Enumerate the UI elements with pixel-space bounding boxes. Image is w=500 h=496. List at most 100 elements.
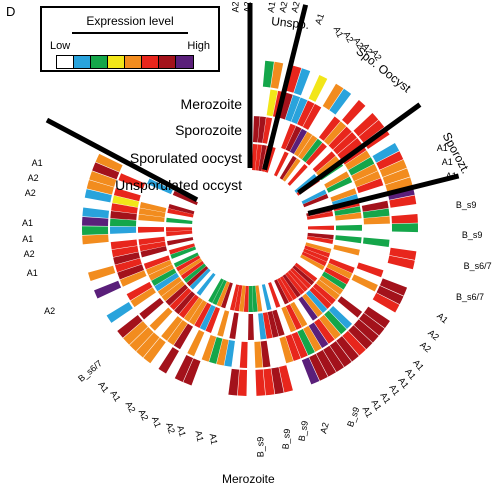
legend-swatch [57,56,74,68]
heatmap-cell [351,274,378,292]
heatmap-cell [117,315,143,338]
heatmap-cell [379,278,408,296]
heatmap-cell [305,142,327,166]
heatmap-cell [158,347,179,374]
heatmap-cell [178,258,203,276]
heatmap-cell [308,75,328,102]
heatmap-cell [243,285,249,312]
sample-label: A1 [445,171,457,182]
heatmap-cell [167,237,194,246]
heatmap-cell [252,285,258,312]
heatmap-cell [109,226,137,234]
heatmap-cell [335,235,362,244]
legend-title: Expression level [86,14,174,28]
heatmap-cell [329,88,352,115]
sample-label: A1 [207,433,220,446]
heatmap-cell [356,262,384,278]
heatmap-cell [319,275,344,295]
heatmap-cell [161,280,185,302]
sector-divider [45,117,199,203]
sample-label: A2 [27,172,39,183]
heatmap-cell [166,227,193,232]
heatmap-cell [308,322,329,349]
sector-label-merozoite: Merozoite [222,472,275,486]
heatmap-cell [248,285,253,312]
heatmap-cell [281,306,297,333]
heatmap-cell [356,178,384,194]
heatmap-cell [112,195,140,208]
legend-swatch [159,56,176,68]
heatmap-cell [262,312,273,339]
heatmap-cell [300,254,325,271]
heatmap-cell [391,223,419,233]
heatmap-cell [189,300,207,325]
heatmap-cell [216,338,229,366]
heatmap-cell [172,190,198,206]
heatmap-cell [266,89,278,117]
heatmap-cell [110,218,137,227]
heatmap-cell [138,208,166,218]
heatmap-cell [333,244,360,256]
heatmap-cell [326,176,353,193]
heatmap-cell [258,144,267,172]
sample-label: A1 [31,157,43,168]
sample-label: B_s9 [455,199,477,210]
heatmap-cell [229,284,240,311]
heatmap-cell [385,177,413,193]
heatmap-cell [196,272,216,296]
heatmap-cell [106,301,133,323]
heatmap-cell [303,325,322,352]
heatmap-cell [173,323,193,350]
heatmap-cell [279,276,297,301]
heatmap-cell [115,258,142,273]
heatmap-cell [302,293,323,317]
heatmap-cell [140,246,168,258]
heatmap-cell [169,243,195,255]
legend-swatch [176,56,193,68]
heatmap-cell [285,94,301,122]
heatmap-cell [178,294,199,319]
heatmap-cell [336,336,359,362]
heatmap-cell [291,331,308,359]
heatmap-cell [217,310,230,337]
heatmap-cell [323,121,347,146]
expression-legend: Expression level Low High [40,6,220,72]
sample-label: A1 [22,218,34,229]
legend-low-label: Low [50,40,71,52]
heatmap-cell [376,151,404,170]
heatmap-cell [297,329,315,356]
heatmap-cell [139,202,167,213]
heatmap-cell [362,208,390,219]
heatmap-cell [224,340,235,367]
heatmap-cell [82,226,109,236]
heatmap-cell [306,236,334,245]
heatmap-cell [237,369,248,396]
heatmap-cell [318,116,341,141]
heatmap-cell [379,159,407,178]
heatmap-cell [389,195,417,208]
legend-title-rule [72,32,188,34]
heatmap-cell [337,296,363,318]
heatmap-cell [175,255,201,272]
heatmap-cell [302,103,322,130]
heatmap-cell [301,189,327,205]
heatmap-cell [285,272,305,295]
legend-swatch [74,56,91,68]
heatmap-cell [282,158,301,182]
heatmap-cell [111,203,138,214]
legend-swatch [91,56,108,68]
heatmap-cell [312,151,336,173]
heatmap-cell [297,100,315,127]
heatmap-cell [205,306,221,333]
heatmap-cell [277,277,294,303]
heatmap-cell [282,274,301,298]
heatmap-cell [289,128,308,154]
heatmap-cell [113,188,141,202]
heatmap-cell [255,144,262,171]
heatmap-cell [123,321,148,345]
heatmap-cell [169,287,192,311]
heatmap-cell [334,206,361,216]
heatmap-cell [279,92,293,120]
heatmap-cell [273,151,289,177]
